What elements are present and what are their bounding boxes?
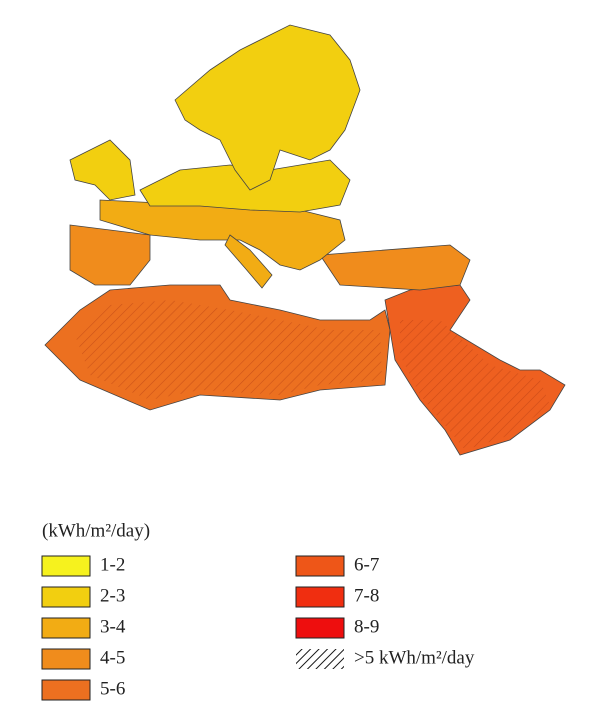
legend-label: 7-8 — [354, 585, 379, 606]
southern-europe — [99, 199, 346, 271]
legend-label: 3-4 — [100, 616, 126, 637]
legend-label: 2-3 — [100, 585, 125, 606]
turkey — [319, 244, 471, 291]
legend-title: (kWh/m²/day) — [42, 520, 150, 541]
north-africa-hatch — [75, 300, 382, 400]
legend-swatch — [41, 555, 91, 577]
legend-swatch — [41, 586, 91, 608]
legend-swatch — [295, 586, 345, 608]
iberia — [69, 224, 151, 286]
legend-swatch — [41, 679, 91, 701]
legend: 1-2 2-3 3-4 4-5 5-6 6-7 7-8 8-9 >5 kWh/m²/day — [41, 554, 475, 701]
legend-hatch-swatch — [296, 649, 344, 669]
legend-label: 5-6 — [100, 678, 125, 699]
scandinavia — [174, 24, 361, 191]
legend-label: 6-7 — [354, 554, 379, 575]
legend-label: 1-2 — [100, 554, 125, 575]
legend-swatch — [295, 555, 345, 577]
legend-swatch — [41, 648, 91, 670]
central-europe — [139, 159, 351, 213]
legend-label: 8-9 — [354, 616, 379, 637]
legend-hatch-label: >5 kWh/m²/day — [354, 647, 475, 668]
legend-swatch — [41, 617, 91, 639]
british-isles — [69, 139, 136, 201]
map — [44, 24, 566, 456]
arabia-hatch — [400, 320, 550, 450]
legend-swatch — [295, 617, 345, 639]
italy — [224, 234, 273, 289]
legend-label: 4-5 — [100, 647, 125, 668]
